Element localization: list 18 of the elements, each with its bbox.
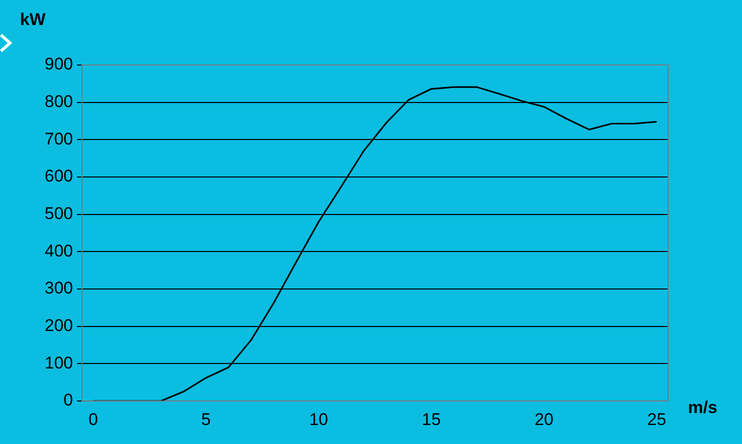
x-tick-label: 15: [422, 410, 441, 429]
y-tick-label: 900: [44, 54, 73, 74]
x-tick-label: 0: [88, 410, 98, 429]
y-tick-label: 400: [44, 241, 73, 260]
y-tick-label: 100: [44, 353, 73, 372]
x-axis-title: m/s: [688, 398, 718, 418]
y-axis-title: kW: [20, 10, 46, 30]
y-tick-label: 0: [64, 390, 73, 410]
x-tick-label: 10: [309, 410, 328, 429]
y-tick-label: 800: [44, 92, 73, 112]
y-tick-label: 600: [44, 166, 73, 186]
y-tick-label: 300: [44, 278, 73, 298]
x-tick-label: 25: [647, 410, 666, 429]
y-tick-label: 700: [44, 129, 73, 148]
x-tick-label: 5: [201, 410, 211, 429]
y-tick-label: 200: [44, 316, 73, 336]
x-tick-label: 20: [534, 410, 554, 429]
y-tick-label: 500: [44, 204, 73, 224]
